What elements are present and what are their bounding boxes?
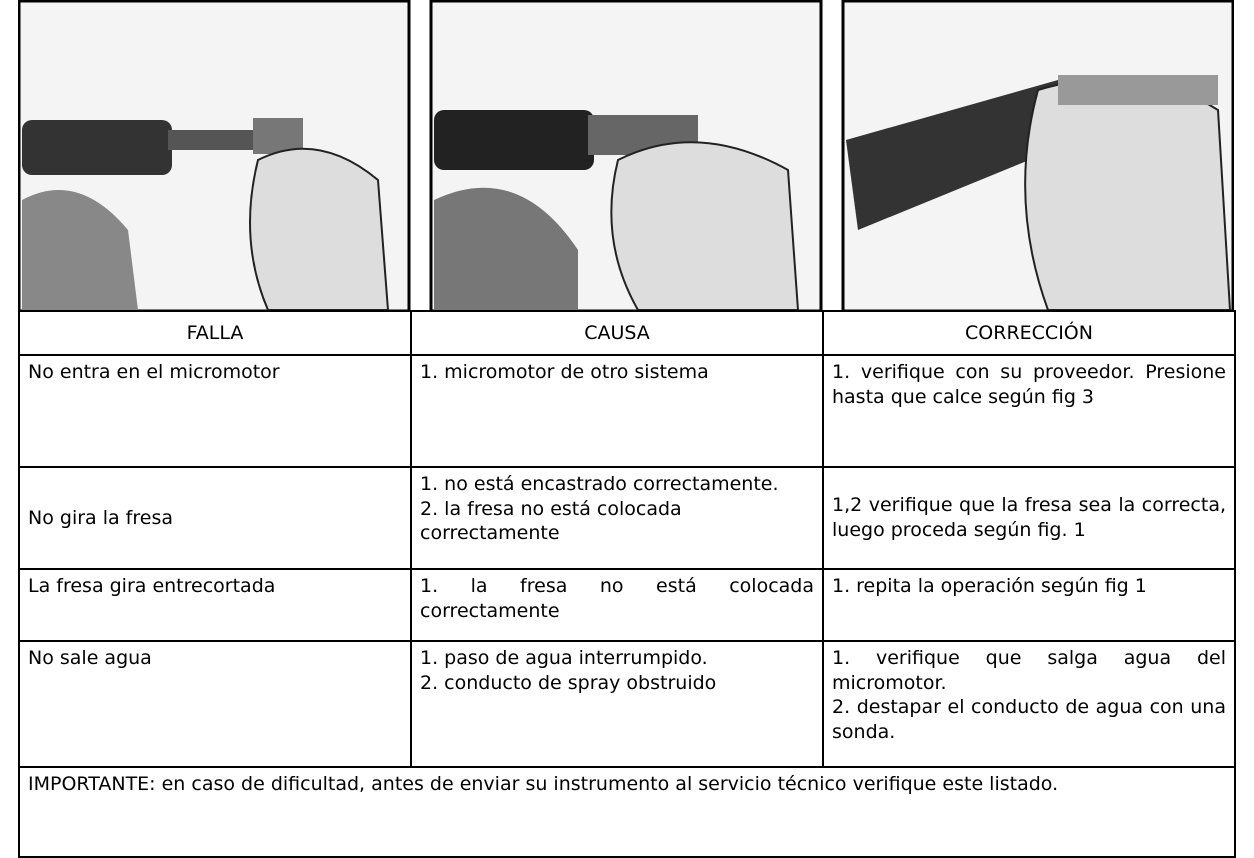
note-cell: IMPORTANTE: en caso de dificultad, antes…: [18, 766, 1236, 858]
causa-line: 1. no está encastrado correctamente.: [420, 473, 779, 495]
causa-line: 2. la fresa no está colocada correctamen…: [420, 497, 682, 545]
column-header: FALLA: [18, 310, 412, 356]
correccion-line: 1,2 verifique que la fresa sea la correc…: [832, 494, 1226, 541]
column-header: CORRECCIÓN: [822, 310, 1236, 356]
table-row: La fresa gira entrecortada 1. la fresa no…: [18, 568, 1236, 642]
causa-line: 2. conducto de spray obstruido: [420, 671, 717, 694]
falla-cell: No sale agua: [18, 640, 412, 768]
falla-cell: No entra en el micromotor: [18, 354, 412, 468]
causa-line: 1. la fresa no está colocada correctamen…: [420, 575, 814, 622]
causa-cell: 1. la fresa no está colocada correctamen…: [410, 568, 824, 642]
photo-3: [841, 0, 1234, 312]
correccion-line: 1. verifique con su proveedor. Presione …: [832, 361, 1226, 408]
causa-cell: 1. paso de agua interrumpido. 2. conducto…: [410, 640, 824, 768]
causa-cell: 1. micromotor de otro sistema: [410, 354, 824, 468]
correccion-cell: 1. verifique con su proveedor. Presione …: [822, 354, 1236, 468]
header-row: FALLA CAUSA CORRECCIÓN: [18, 310, 1236, 356]
falla-cell: No gira la fresa: [18, 466, 412, 570]
causa-line: 1. micromotor de otro sistema: [420, 361, 709, 383]
causa-cell: 1. no está encastrado correctamente. 2. l…: [410, 466, 824, 570]
correccion-line: 1. verifique que salga agua del micromot…: [832, 647, 1226, 694]
table-row: No gira la fresa 1. no está encastrado co…: [18, 466, 1236, 570]
note-row: IMPORTANTE: en caso de dificultad, antes…: [18, 766, 1236, 858]
column-header: CAUSA: [410, 310, 824, 356]
falla-cell: La fresa gira entrecortada: [18, 568, 412, 642]
photo-strip: [18, 0, 1234, 312]
correccion-line: 1. repita la operación según fig 1: [832, 575, 1147, 597]
photo-2: [429, 0, 823, 312]
correccion-cell: 1,2 verifique que la fresa sea la correc…: [822, 466, 1236, 570]
causa-line: 1. paso de agua interrumpido.: [420, 647, 708, 669]
table-row: No sale agua 1. paso de agua interrumpido…: [18, 640, 1236, 768]
correccion-cell: 1. verifique que salga agua del micromot…: [822, 640, 1236, 768]
correccion-line: 2. destapar el conducto de agua con una …: [832, 696, 1226, 744]
photo-1: [18, 0, 411, 312]
correccion-cell: 1. repita la operación según fig 1: [822, 568, 1236, 642]
troubleshooting-table: FALLA CAUSA CORRECCIÓN No entra en el micr…: [18, 310, 1236, 858]
table-row: No entra en el micromotor 1. micromotor d…: [18, 354, 1236, 468]
